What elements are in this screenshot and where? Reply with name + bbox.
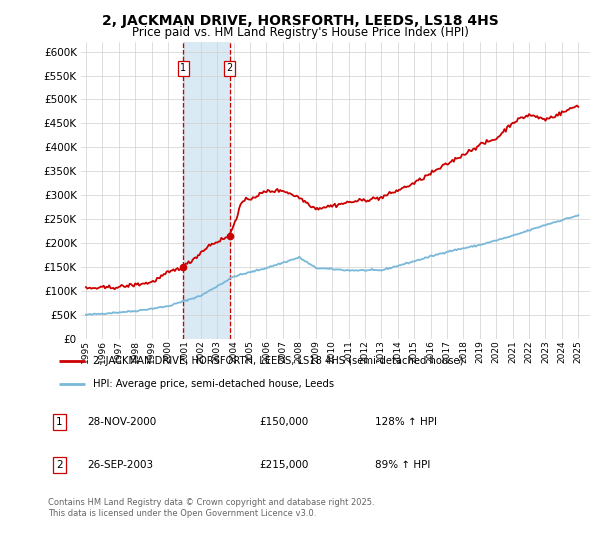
Text: Price paid vs. HM Land Registry's House Price Index (HPI): Price paid vs. HM Land Registry's House …: [131, 26, 469, 39]
Text: £150,000: £150,000: [259, 417, 308, 427]
Text: £215,000: £215,000: [259, 460, 308, 470]
Text: 2, JACKMAN DRIVE, HORSFORTH, LEEDS, LS18 4HS (semi-detached house): 2, JACKMAN DRIVE, HORSFORTH, LEEDS, LS18…: [93, 356, 463, 366]
Text: 2: 2: [226, 63, 233, 73]
Text: Contains HM Land Registry data © Crown copyright and database right 2025.
This d: Contains HM Land Registry data © Crown c…: [48, 498, 374, 518]
Text: 1: 1: [56, 417, 62, 427]
Text: 1: 1: [180, 63, 186, 73]
Text: 26-SEP-2003: 26-SEP-2003: [88, 460, 154, 470]
Text: 28-NOV-2000: 28-NOV-2000: [88, 417, 157, 427]
Text: 128% ↑ HPI: 128% ↑ HPI: [376, 417, 437, 427]
Text: 89% ↑ HPI: 89% ↑ HPI: [376, 460, 431, 470]
Text: 2: 2: [56, 460, 62, 470]
Text: 2, JACKMAN DRIVE, HORSFORTH, LEEDS, LS18 4HS: 2, JACKMAN DRIVE, HORSFORTH, LEEDS, LS18…: [101, 14, 499, 28]
Text: HPI: Average price, semi-detached house, Leeds: HPI: Average price, semi-detached house,…: [93, 379, 334, 389]
Bar: [183, 42, 230, 339]
